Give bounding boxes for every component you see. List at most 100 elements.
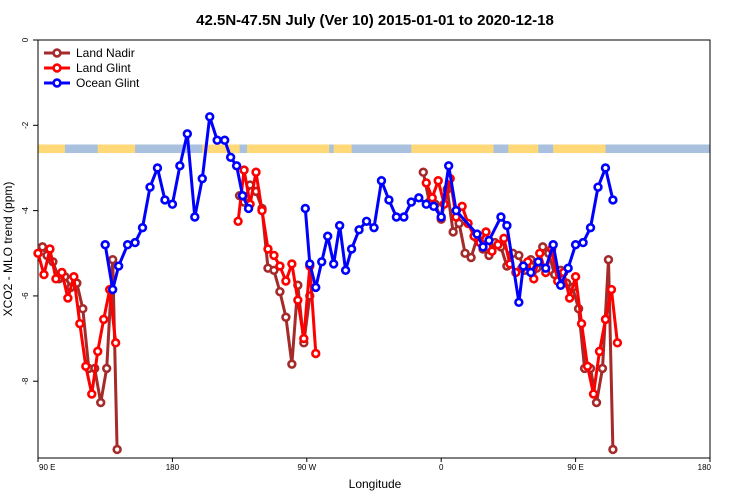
land-ocean-strip [38, 144, 710, 154]
data-point [269, 265, 279, 276]
data-point [57, 267, 67, 278]
series-line-0-2 [421, 171, 615, 450]
data-point [541, 263, 551, 273]
data-point [100, 240, 110, 250]
data-point [478, 242, 488, 252]
data-point [137, 222, 148, 233]
data-point [499, 233, 509, 244]
land-segment-7 [553, 144, 606, 154]
data-point [190, 212, 200, 222]
series-land-nadir [37, 167, 618, 455]
data-point [421, 199, 431, 209]
data-point [533, 257, 543, 267]
data-point [160, 195, 170, 205]
data-point [275, 261, 285, 271]
legend-marker-1 [52, 63, 62, 73]
data-point [484, 235, 494, 246]
data-point [45, 244, 55, 254]
data-point [496, 212, 506, 222]
data-point [466, 252, 476, 263]
data-point [328, 259, 339, 269]
legend-label-2: Ocean Glint [76, 76, 140, 90]
data-point [311, 348, 321, 359]
data-point [612, 338, 623, 348]
x-tick-label-4: 90 E [567, 463, 583, 472]
data-point [451, 205, 461, 216]
legend-label-1: Land Glint [76, 61, 131, 75]
y-tick-label-1: -2 [21, 121, 30, 129]
plot-frame [37, 39, 711, 459]
y-axis: 0 -2 -4 -6 -8 [21, 37, 38, 385]
data-point [608, 444, 618, 455]
data-point [603, 254, 614, 265]
data-point [472, 229, 482, 239]
legend-marker-0 [52, 48, 62, 58]
land-segment-0 [38, 144, 65, 154]
data-point [257, 205, 267, 216]
data-point [87, 389, 97, 399]
data-point [101, 363, 112, 374]
data-point [182, 129, 193, 139]
data-point [231, 161, 242, 171]
data-point [514, 297, 524, 308]
data-point [99, 314, 109, 325]
data-point [287, 359, 297, 369]
data-point [225, 152, 236, 162]
land-segment-6 [508, 144, 539, 154]
data-point [433, 176, 443, 186]
data-point [175, 161, 185, 171]
data-point [69, 272, 79, 282]
x-tick-label-5: 180 [698, 463, 712, 472]
series-layer [33, 112, 623, 455]
x-axis-label: Longitude [349, 477, 402, 491]
data-point [311, 282, 321, 293]
data-point [323, 231, 333, 241]
data-point [376, 176, 387, 186]
data-point [63, 293, 73, 303]
data-point [564, 293, 575, 303]
data-point [275, 286, 285, 297]
data-point [481, 227, 491, 237]
data-point [493, 240, 503, 250]
data-point [251, 167, 261, 177]
data-point [243, 203, 254, 214]
data-point [281, 312, 291, 322]
data-point [384, 195, 394, 205]
data-point [597, 363, 608, 374]
data-point [600, 314, 611, 325]
data-point [606, 284, 617, 295]
data-point [219, 135, 230, 145]
data-point [502, 220, 512, 231]
data-point [78, 304, 88, 314]
data-point [526, 267, 536, 278]
x-tick-label-3: 0 [439, 463, 444, 472]
data-point [96, 397, 106, 408]
data-point [233, 216, 243, 226]
data-point [369, 222, 379, 233]
data-point [514, 250, 524, 261]
data-point [107, 254, 118, 265]
data-point [487, 246, 497, 256]
data-point [340, 265, 351, 276]
data-point [418, 167, 428, 177]
data-point [212, 135, 222, 145]
data-point [548, 240, 558, 250]
y-tick-label-2: -4 [21, 207, 30, 215]
data-point [443, 161, 454, 171]
data-point [518, 261, 529, 271]
data-point [608, 195, 618, 205]
data-point [406, 197, 417, 207]
data-point [281, 276, 291, 286]
data-point [346, 244, 357, 254]
data-point [299, 333, 309, 344]
data-point [75, 318, 85, 329]
data-point [269, 250, 279, 261]
data-point [305, 259, 315, 269]
data-point [436, 212, 446, 222]
data-point [361, 216, 372, 226]
x-tick-label-1: 180 [166, 463, 180, 472]
y-tick-label-0: 0 [21, 37, 30, 42]
data-point [582, 361, 593, 371]
x-axis: 90 E 180 90 W 0 90 E 180 [37, 458, 712, 472]
